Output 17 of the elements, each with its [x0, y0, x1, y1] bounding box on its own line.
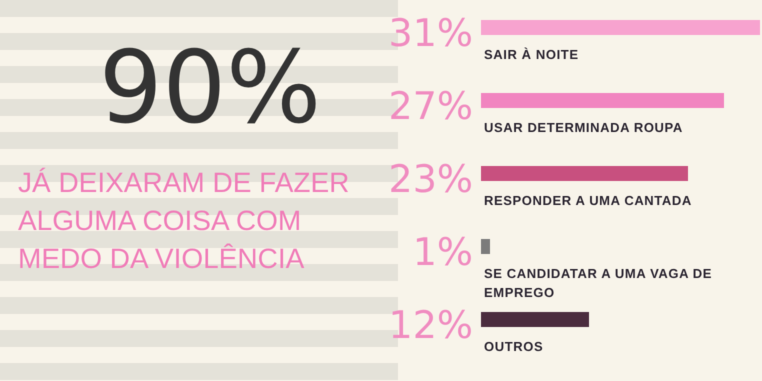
chart-title: 90%: [98, 29, 322, 146]
bar: [481, 166, 688, 181]
data-label: 1%: [412, 230, 473, 274]
y-tick-label: SE CANDIDATAR A UMA VAGA DE EMPREGO: [484, 266, 712, 300]
bar: [481, 20, 760, 35]
y-tick-label: SAIR À NOITE: [484, 47, 579, 62]
data-label: 12%: [388, 303, 473, 347]
bar: [481, 312, 589, 327]
y-tick-label: USAR DETERMINADA ROUPA: [484, 120, 683, 135]
data-label: 23%: [388, 157, 473, 201]
bar: [481, 239, 490, 254]
text: JÁ DEIXARAM DE FAZER ALGUMA COISA COM MEDO DA VIOLÊNCIA: [18, 167, 350, 274]
data-label: 27%: [388, 84, 473, 128]
bar: [481, 93, 724, 108]
y-tick-label: OUTROS: [484, 339, 544, 354]
y-tick-label: RESPONDER A UMA CANTADA: [484, 193, 692, 208]
data-label: 31%: [388, 11, 473, 55]
